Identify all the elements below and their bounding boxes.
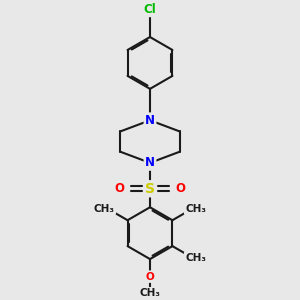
Text: CH₃: CH₃ [140,288,160,298]
Text: CH₃: CH₃ [185,204,206,214]
Text: O: O [146,272,154,282]
Text: N: N [145,156,155,170]
Text: CH₃: CH₃ [94,204,115,214]
Text: Cl: Cl [144,3,156,16]
Text: N: N [145,114,155,127]
Text: S: S [145,182,155,196]
Text: O: O [176,182,185,195]
Text: O: O [115,182,124,195]
Text: CH₃: CH₃ [185,253,206,263]
